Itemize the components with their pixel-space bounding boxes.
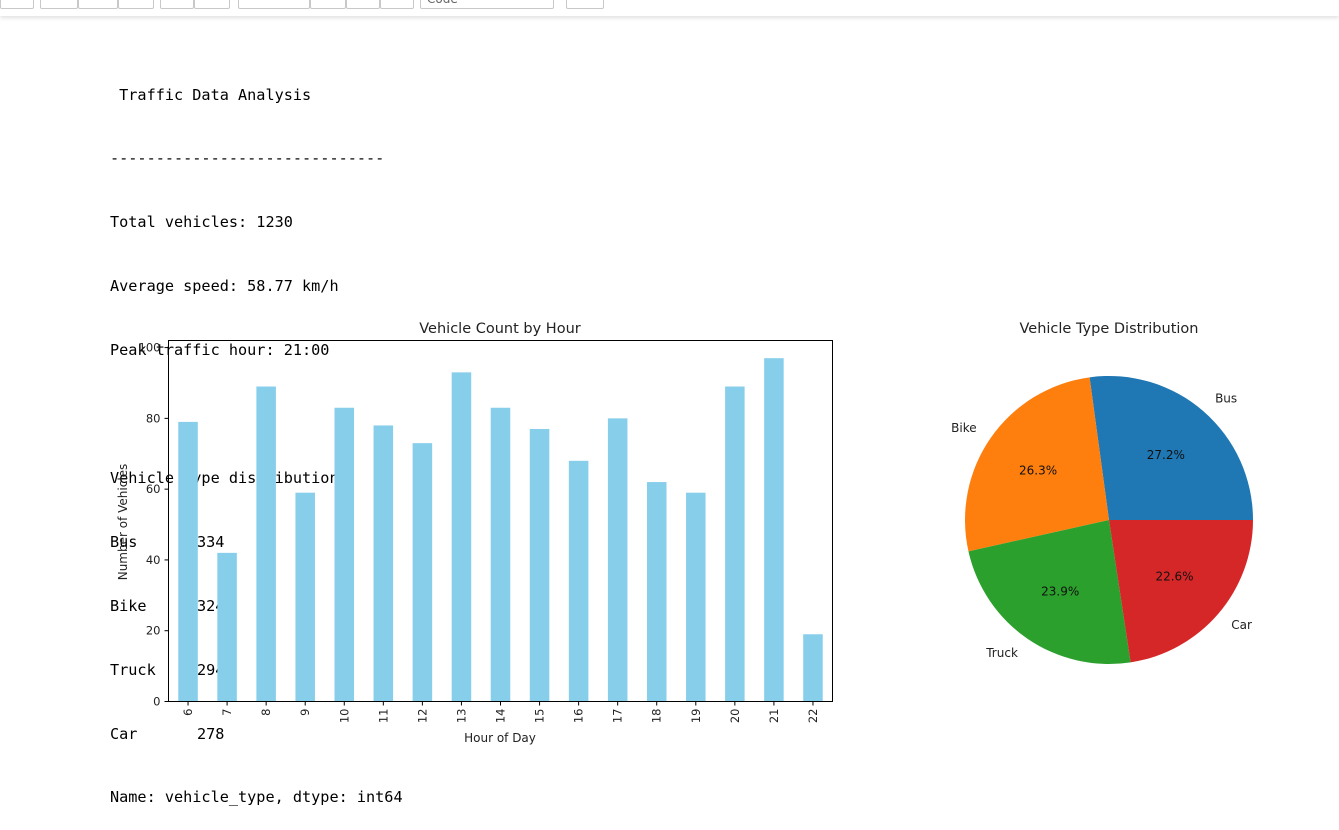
save-icon[interactable] — [0, 0, 34, 9]
x-tick-label: 22 — [806, 709, 820, 724]
x-tick-label: 10 — [337, 709, 351, 724]
command-palette-icon[interactable] — [566, 0, 604, 9]
pie-category-label: Bus — [1215, 392, 1237, 406]
pie-category-label: Bike — [951, 421, 976, 435]
bar-chart-axes-frame — [168, 340, 833, 702]
x-tick-label: 6 — [181, 709, 195, 716]
pie-slice-bike — [964, 377, 1109, 552]
x-tick-label: 16 — [572, 709, 586, 724]
bar-hour-11 — [373, 425, 394, 702]
bar-hour-7 — [217, 552, 237, 702]
fast-forward-icon[interactable] — [380, 0, 414, 9]
pie-percent-label: 22.6% — [1155, 569, 1193, 583]
bar-hour-21 — [764, 358, 784, 702]
distribution-row-name: Bus — [110, 532, 138, 551]
x-tick-label: 15 — [533, 709, 547, 724]
restart-icon[interactable] — [346, 0, 380, 9]
bar-chart-y-axis: 0 20 40 60 80 100 — [139, 341, 169, 709]
bar-hour-17 — [607, 418, 628, 702]
bar-hour-15 — [529, 428, 550, 702]
bar-hour-14 — [490, 407, 511, 702]
pie-chart: Vehicle Type Distribution 27.2% Bus 26.3% B… — [951, 321, 1253, 664]
bar-hour-16 — [568, 460, 589, 702]
x-tick-label: 18 — [650, 709, 664, 724]
pie-percent-label: 26.3% — [1019, 464, 1057, 478]
x-tick-label: 21 — [767, 709, 781, 724]
run-button[interactable] — [238, 0, 310, 9]
pie-slice-bus — [1089, 376, 1253, 520]
distribution-row-name: Truck — [110, 660, 156, 679]
bar-hour-22 — [803, 634, 823, 702]
y-tick-label: 100 — [139, 341, 161, 355]
pie-chart-title: Vehicle Type Distribution — [1020, 321, 1199, 337]
y-tick-label: 80 — [146, 411, 161, 425]
pie-category-label: Car — [1231, 618, 1252, 632]
pie-chart-labels: 27.2% Bus 26.3% Bike 23.9% Truck 22.6% Car — [951, 392, 1252, 661]
distribution-row-name: Bike — [110, 596, 147, 615]
x-tick-label: 11 — [376, 709, 390, 724]
bar-hour-12 — [412, 443, 433, 702]
distribution-row: Car 278 — [110, 724, 403, 745]
bar-hour-13 — [451, 372, 472, 702]
x-tick-label: 19 — [689, 709, 703, 724]
x-tick-label: 8 — [259, 709, 273, 716]
add-cell-icon[interactable] — [40, 0, 78, 9]
y-tick-label: 60 — [146, 482, 161, 496]
output-separator: ------------------------------ — [110, 149, 385, 168]
output-title: Traffic Data Analysis — [110, 85, 312, 104]
bar-chart: Vehicle Count by Hour 0 20 40 60 80 100 6 7 8 9 1… — [116, 321, 833, 745]
cell-type-select[interactable]: Code — [420, 0, 554, 9]
bar-chart-y-label: Number of Vehicles — [116, 464, 130, 581]
bar-hour-9 — [295, 492, 315, 702]
x-tick-label: 20 — [728, 709, 742, 724]
distribution-row-count: 278 — [197, 724, 225, 743]
bar-chart-x-label: Hour of Day — [464, 731, 536, 745]
matplotlib-figure: Vehicle Count by Hour 0 20 40 60 80 100 6 7 8 9 1… — [116, 321, 1253, 745]
pie-category-label: Truck — [985, 646, 1018, 660]
distribution-row: Bus 334 — [110, 532, 403, 553]
copy-icon[interactable] — [118, 0, 154, 9]
distribution-row-name: Car — [110, 724, 138, 743]
stop-icon[interactable] — [310, 0, 346, 9]
x-tick-label: 14 — [494, 709, 508, 724]
pie-percent-label: 23.9% — [1041, 584, 1079, 598]
output-series-footer: Name: vehicle_type, dtype: int64 — [110, 788, 403, 807]
x-tick-label: 17 — [611, 709, 625, 724]
bar-hour-6 — [178, 421, 198, 702]
pie-slice-car — [1109, 520, 1253, 663]
bar-chart-title: Vehicle Count by Hour — [419, 321, 580, 337]
output-total-vehicles: Total vehicles: 1230 — [110, 213, 293, 232]
bar-chart-x-axis: 6 7 8 9 10 11 12 13 14 15 16 17 18 19 20 21 22 — [181, 701, 820, 724]
bar-hour-20 — [725, 386, 745, 702]
y-tick-label: 20 — [146, 624, 161, 638]
bar-hour-18 — [646, 482, 667, 702]
distribution-row-count: 334 — [197, 532, 225, 551]
x-tick-label: 12 — [415, 709, 429, 724]
y-tick-label: 0 — [153, 695, 160, 709]
cut-icon[interactable] — [78, 0, 118, 9]
bar-hour-10 — [334, 407, 355, 702]
x-tick-label: 13 — [454, 709, 468, 724]
notebook-toolbar: Code — [0, 0, 1339, 16]
output-peak-hour: Peak traffic hour: 21:00 — [110, 341, 330, 360]
pie-chart-slices — [964, 376, 1253, 664]
bar-chart-bars — [178, 358, 823, 702]
pie-percent-label: 27.2% — [1147, 448, 1185, 462]
x-tick-label: 7 — [220, 709, 234, 716]
move-up-icon[interactable] — [160, 0, 194, 9]
bar-hour-19 — [686, 492, 706, 702]
move-down-icon[interactable] — [194, 0, 230, 9]
y-tick-label: 40 — [146, 553, 161, 567]
bar-hour-8 — [256, 386, 276, 702]
output-average-speed: Average speed: 58.77 km/h — [110, 277, 339, 296]
pie-slice-truck — [968, 520, 1131, 664]
x-tick-label: 9 — [298, 709, 312, 716]
